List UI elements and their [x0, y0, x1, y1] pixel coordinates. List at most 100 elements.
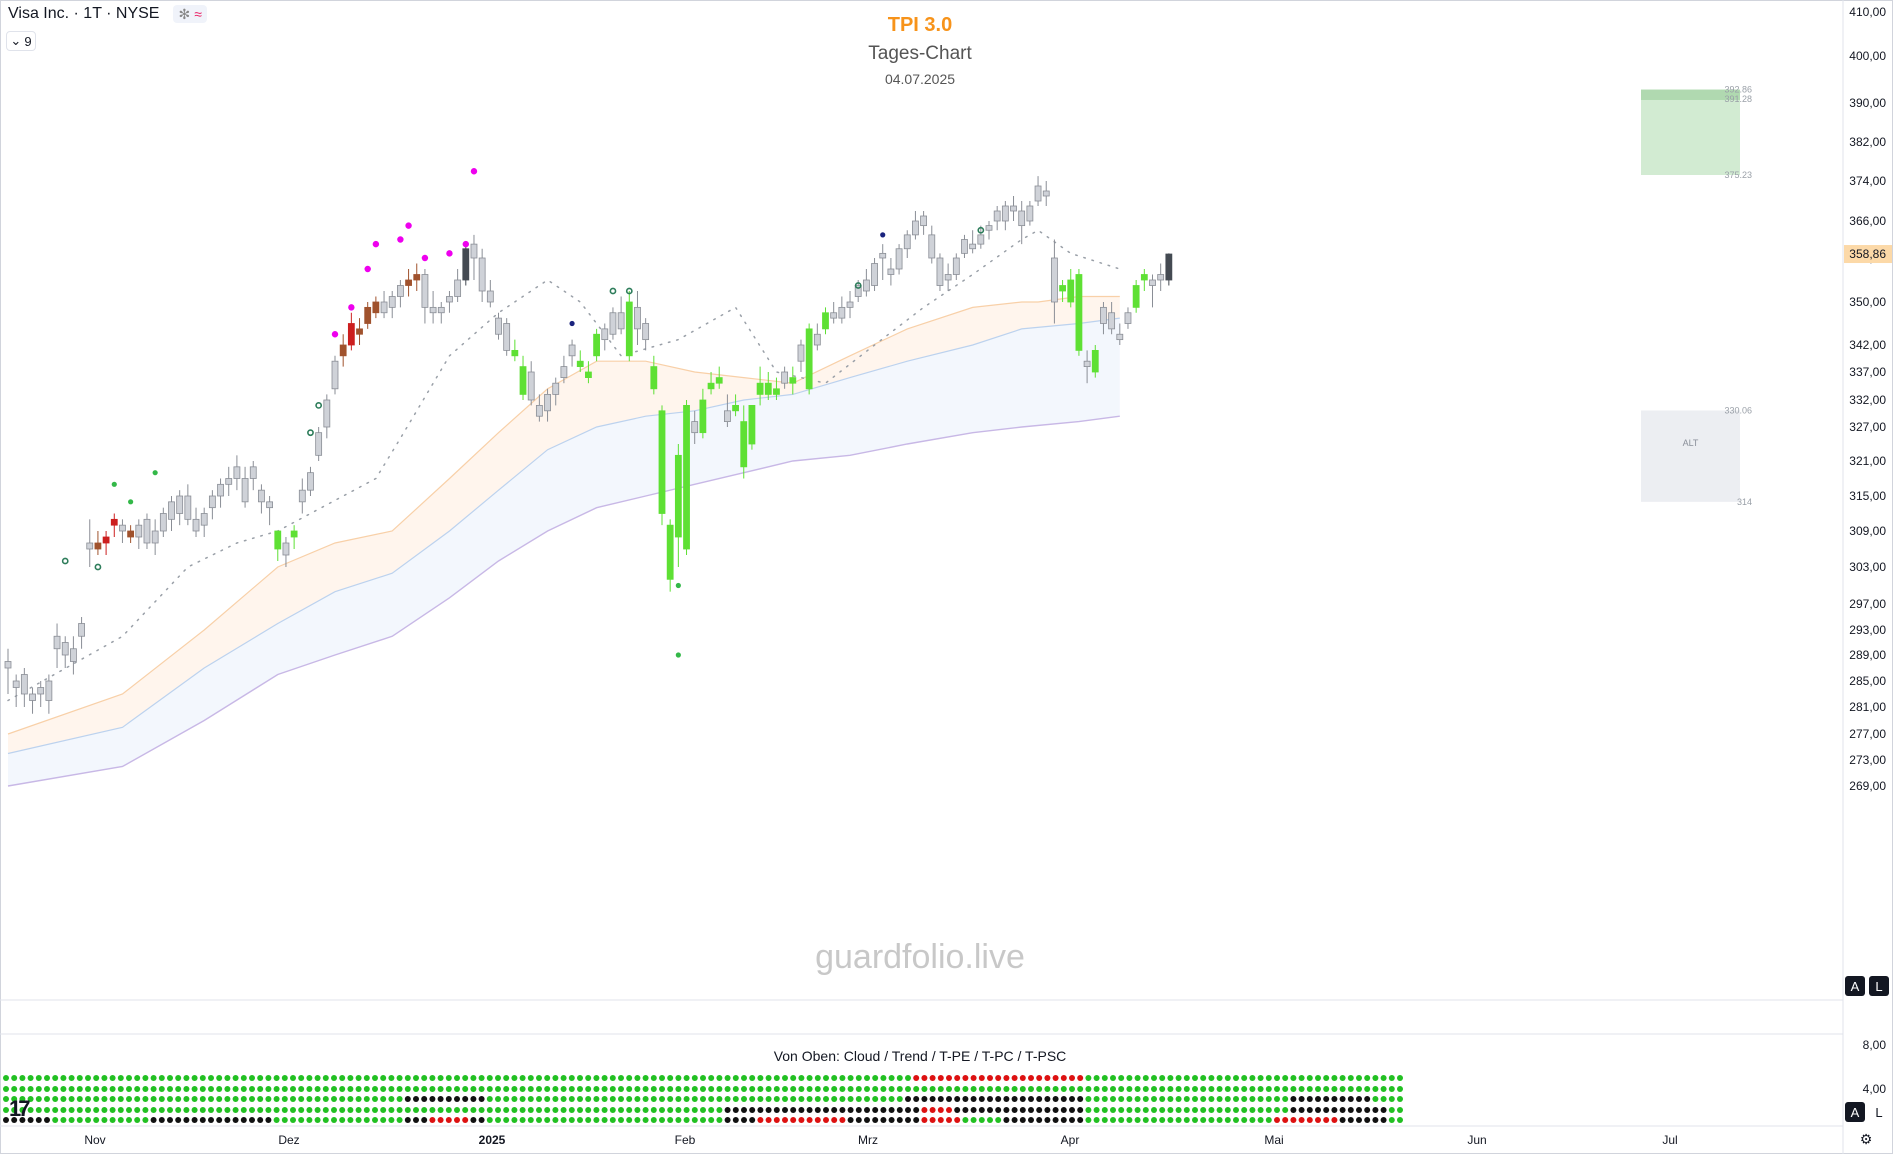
signal-ring: [977, 226, 985, 234]
asterisk-icon: ✻: [178, 6, 191, 22]
indicator-dot: [782, 1086, 788, 1092]
indicator-dot: [1356, 1086, 1362, 1092]
candle-body: [764, 382, 772, 395]
indicator-dot: [1151, 1096, 1157, 1102]
indicator-dot: [659, 1117, 665, 1123]
indicator-dot: [437, 1086, 444, 1092]
indicator-dot: [823, 1075, 829, 1081]
ema-mid-line: [7, 317, 1120, 755]
candle-body: [969, 243, 977, 250]
indicator-dot: [978, 1096, 985, 1102]
indicator-log-scale-button[interactable]: L: [1869, 1102, 1889, 1122]
candle-body: [1132, 285, 1140, 308]
indicator-dot: [642, 1096, 649, 1102]
indicator-dot: [1077, 1107, 1084, 1113]
indicator-dot: [552, 1096, 559, 1102]
auto-scale-button[interactable]: A: [1845, 976, 1865, 996]
indicator-dot: [216, 1086, 223, 1092]
indicator-dot: [199, 1086, 206, 1092]
indicator-dot: [831, 1107, 838, 1113]
indicator-dot: [790, 1107, 797, 1113]
indicator-dot: [1372, 1117, 1379, 1123]
last-price-tag: [1844, 245, 1892, 264]
indicator-dot: [191, 1075, 198, 1081]
indicator-dot: [421, 1096, 428, 1102]
indicator-dot: [52, 1075, 59, 1081]
candle-body: [200, 513, 208, 526]
indicator-dot: [732, 1096, 739, 1102]
indicator-dot: [1019, 1086, 1026, 1092]
time-axis-label: Jun: [1467, 1133, 1486, 1147]
signal-ring: [307, 429, 314, 437]
indicator-dot: [134, 1107, 141, 1113]
symbol-title[interactable]: Visa Inc. · 1T · NYSE: [8, 5, 160, 22]
symbol-header[interactable]: Visa Inc. · 1T · NYSE ✻ ≈: [8, 5, 207, 23]
signal-ring: [61, 557, 69, 565]
indicator-dot: [85, 1107, 91, 1113]
indicator-dot: [76, 1075, 83, 1081]
chevron-down-icon: ⌄: [10, 33, 22, 48]
indicator-dot: [126, 1086, 132, 1092]
indicator-dot: [1356, 1075, 1362, 1081]
indicator-dot: [782, 1075, 788, 1081]
indicator-dot: [1060, 1117, 1067, 1123]
indicator-dot: [1118, 1075, 1125, 1081]
indicator-dot: [249, 1117, 255, 1123]
indicator-dot: [626, 1086, 633, 1092]
indicator-dot: [691, 1075, 698, 1081]
indicator-dot: [1126, 1096, 1133, 1102]
indicator-dot: [872, 1096, 879, 1102]
indicator-dot: [331, 1107, 337, 1113]
indicator-dot: [1241, 1107, 1248, 1113]
indicator-dot: [208, 1107, 214, 1113]
status-pill[interactable]: ✻ ≈: [173, 5, 207, 23]
indicator-dot: [175, 1075, 182, 1081]
candle-body: [830, 312, 838, 319]
tradingview-logo-icon[interactable]: 17: [9, 1096, 31, 1121]
indicator-dot: [978, 1107, 985, 1113]
indicator-auto-scale-button[interactable]: A: [1845, 1102, 1865, 1122]
indicator-dot: [290, 1117, 296, 1123]
indicator-dot: [765, 1086, 772, 1092]
cloud-band-lower: [8, 318, 1120, 786]
indicator-dot: [765, 1075, 772, 1081]
indicator-dot: [987, 1117, 993, 1123]
indicator-dot: [1044, 1075, 1051, 1081]
indicator-dot: [35, 1117, 42, 1123]
zone-level-label: 391.28: [1724, 94, 1752, 104]
indicator-dot: [790, 1096, 797, 1102]
indicator-dot: [1052, 1117, 1059, 1123]
indicator-dot: [511, 1117, 518, 1123]
indicator-dot: [929, 1107, 936, 1113]
indicator-dot: [954, 1086, 961, 1092]
indicator-dot: [888, 1117, 895, 1123]
indicator-dot: [782, 1096, 788, 1102]
legend-toggle-button[interactable]: ⌄ 9: [6, 31, 36, 51]
indicator-dot: [536, 1075, 542, 1081]
indicator-dot: [798, 1096, 805, 1102]
indicator-dot: [913, 1117, 920, 1123]
indicator-dot: [618, 1107, 624, 1113]
indicator-dot: [273, 1096, 280, 1102]
indicator-dot: [650, 1086, 657, 1092]
indicator-dot: [224, 1117, 231, 1123]
indicator-dot: [1052, 1086, 1059, 1092]
indicator-dot: [1364, 1096, 1371, 1102]
indicator-dot: [1183, 1117, 1190, 1123]
indicator-dot: [1306, 1086, 1313, 1092]
indicator-dot: [1101, 1086, 1108, 1092]
price-tick-label: 269,00: [1849, 779, 1886, 793]
log-scale-button[interactable]: L: [1869, 976, 1889, 996]
indicator-dot: [1298, 1075, 1305, 1081]
indicator-dot: [946, 1096, 952, 1102]
indicator-dot: [445, 1117, 452, 1123]
candle-body: [576, 360, 584, 368]
indicator-dot: [142, 1096, 149, 1102]
indicator-dot: [44, 1086, 50, 1092]
indicator-dot: [347, 1096, 354, 1102]
indicator-dot: [1397, 1117, 1403, 1123]
indicator-dot: [339, 1096, 346, 1102]
settings-gear-icon[interactable]: ⚙: [1859, 1131, 1873, 1147]
candle-body: [94, 542, 102, 550]
